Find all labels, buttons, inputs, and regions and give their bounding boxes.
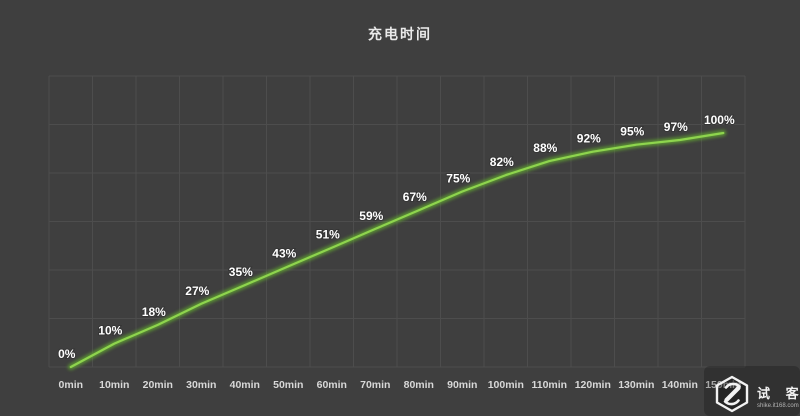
x-tick-label: 80min bbox=[404, 379, 434, 391]
shike-logo-glyph-bottom bbox=[723, 399, 740, 406]
shike-watermark: 试 客 shike.it168.com bbox=[704, 366, 800, 416]
data-label: 67% bbox=[403, 190, 427, 204]
watermark-url: shike.it168.com bbox=[757, 403, 799, 409]
x-tick-label: 120min bbox=[575, 379, 611, 391]
x-tick-label: 10min bbox=[99, 379, 129, 391]
data-label: 59% bbox=[359, 209, 383, 223]
data-label: 88% bbox=[533, 141, 557, 155]
charge-curve bbox=[67, 130, 727, 370]
data-label: 18% bbox=[142, 305, 166, 319]
data-label: 10% bbox=[98, 324, 122, 338]
data-label: 43% bbox=[272, 246, 296, 260]
data-label: 35% bbox=[229, 265, 253, 279]
watermark-name: 试 客 bbox=[757, 386, 800, 401]
x-tick-label: 110min bbox=[531, 379, 567, 391]
data-label: 95% bbox=[620, 125, 644, 139]
data-label: 92% bbox=[577, 132, 601, 146]
data-label: 75% bbox=[446, 172, 470, 186]
x-tick-label: 140min bbox=[662, 379, 698, 391]
x-tick-label: 150min bbox=[705, 379, 741, 391]
data-label: 27% bbox=[185, 284, 209, 298]
data-label: 82% bbox=[490, 155, 514, 169]
x-axis-tick-labels: 0min 10min 20min 30min 40min 50min 60min 70min 8… bbox=[59, 379, 742, 391]
data-label: 0% bbox=[58, 347, 76, 361]
data-label: 51% bbox=[316, 228, 340, 242]
x-tick-label: 0min bbox=[59, 379, 84, 391]
x-tick-label: 50min bbox=[273, 379, 303, 391]
shike-logo-glyph bbox=[724, 382, 741, 389]
x-tick-label: 70min bbox=[360, 379, 390, 391]
x-tick-label: 30min bbox=[186, 379, 216, 391]
shike-logo-slash bbox=[724, 385, 741, 403]
data-label: 100% bbox=[704, 113, 735, 127]
data-point-labels: 0% 10% 18% 27% 35% 43% 51% 59% 67% 75% 82% 88% 92% 95… bbox=[57, 112, 736, 362]
x-tick-label: 100min bbox=[488, 379, 524, 391]
data-label: 97% bbox=[664, 120, 688, 134]
x-tick-label: 20min bbox=[143, 379, 173, 391]
x-tick-label: 130min bbox=[618, 379, 654, 391]
x-tick-label: 90min bbox=[447, 379, 477, 391]
x-tick-label: 60min bbox=[317, 379, 347, 391]
chart-title: 充电时间 bbox=[368, 26, 432, 42]
x-tick-label: 40min bbox=[230, 379, 260, 391]
